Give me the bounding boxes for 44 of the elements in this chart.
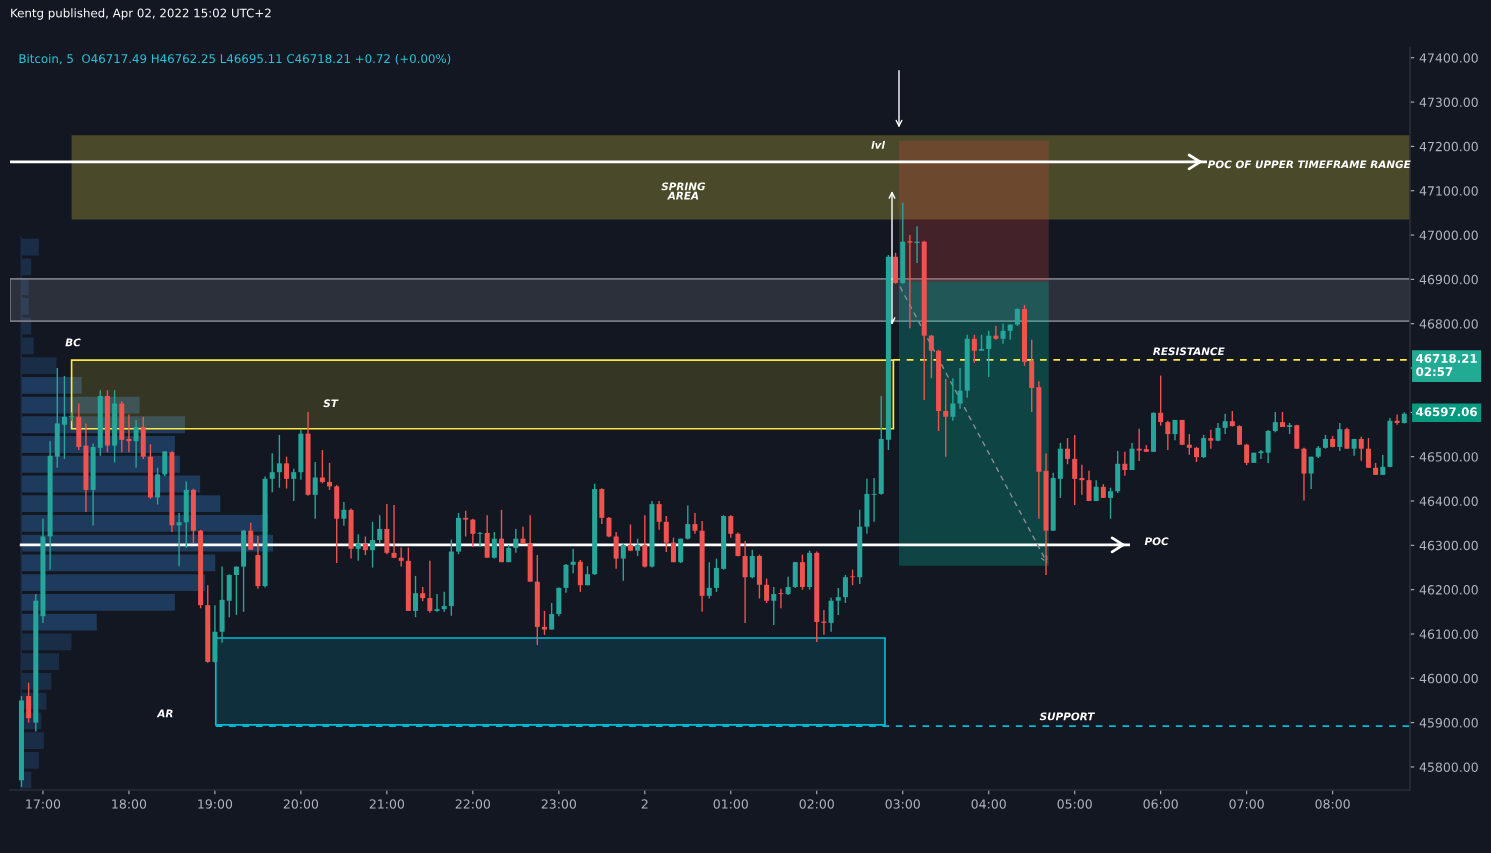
annotation: ST bbox=[323, 399, 339, 408]
x-tick-label: 22:00 bbox=[455, 799, 491, 809]
annotation: SUPPORT bbox=[1039, 712, 1096, 721]
annotation: POC OF UPPER TIMEFRAME RANGE bbox=[1207, 160, 1411, 169]
annotation: POC bbox=[1144, 537, 1169, 546]
annotation: RESISTANCE bbox=[1153, 347, 1225, 356]
text: 46597.06 bbox=[1416, 407, 1477, 417]
y-tick-label: 47100.00 bbox=[1419, 186, 1478, 196]
x-tick-label: 04:00 bbox=[971, 799, 1006, 809]
x-tick-label: 17:00 bbox=[26, 799, 61, 809]
x-tick-label: 19:00 bbox=[198, 799, 233, 809]
y-tick-label: 47200.00 bbox=[1419, 141, 1478, 152]
chart-subtitle: Bitcoin, 5 O46717.49 H46762.25 L46695.11 C46718.21 +0.72 (+0.00%) bbox=[19, 53, 451, 65]
y-tick-label: 46200.00 bbox=[1419, 585, 1478, 595]
y-tick-label: 46400.00 bbox=[1419, 496, 1478, 506]
y-tick-label: 47300.00 bbox=[1419, 97, 1478, 107]
y-tick-label: 46900.00 bbox=[1419, 274, 1478, 285]
y-tick-label: 47000.00 bbox=[1419, 230, 1478, 240]
y-tick-label: 46300.00 bbox=[1419, 540, 1478, 551]
y-tick-label: 46500.00 bbox=[1419, 452, 1478, 462]
annotation: AR bbox=[156, 709, 173, 718]
y-tick-label: 46800.00 bbox=[1419, 319, 1478, 329]
text: 46718.21 02:57 bbox=[1416, 353, 1477, 377]
y-tick-label: 47400.00 bbox=[1419, 53, 1478, 63]
x-tick-label: 20:00 bbox=[283, 799, 319, 809]
x-tick-label: 07:00 bbox=[1229, 799, 1264, 809]
x-tick-label: 03:00 bbox=[885, 799, 920, 809]
x-tick-label: 02:00 bbox=[799, 799, 834, 809]
y-tick-label: 46000.00 bbox=[1419, 673, 1478, 684]
x-tick-label: 05:00 bbox=[1057, 799, 1092, 809]
x-tick-label: 08:00 bbox=[1315, 799, 1350, 809]
y-tick-label: 46100.00 bbox=[1419, 629, 1478, 639]
x-tick-label: 21:00 bbox=[369, 799, 405, 809]
x-tick-label: 01:00 bbox=[713, 799, 748, 809]
annotation: BC bbox=[65, 338, 81, 347]
x-tick-label: 2 bbox=[641, 799, 648, 809]
y-tick-label: 45900.00 bbox=[1419, 718, 1478, 728]
y-tick-label: 45800.00 bbox=[1419, 762, 1478, 772]
annotation: SPRING AREA bbox=[661, 182, 706, 200]
annotation: lvl bbox=[871, 140, 886, 149]
x-tick-label: 18:00 bbox=[112, 799, 147, 809]
x-tick-label: 23:00 bbox=[541, 799, 576, 809]
x-tick-label: 06:00 bbox=[1143, 799, 1178, 809]
chart-title: Kentg published, Apr 02, 2022 15:02 UTC+2 bbox=[11, 8, 271, 20]
